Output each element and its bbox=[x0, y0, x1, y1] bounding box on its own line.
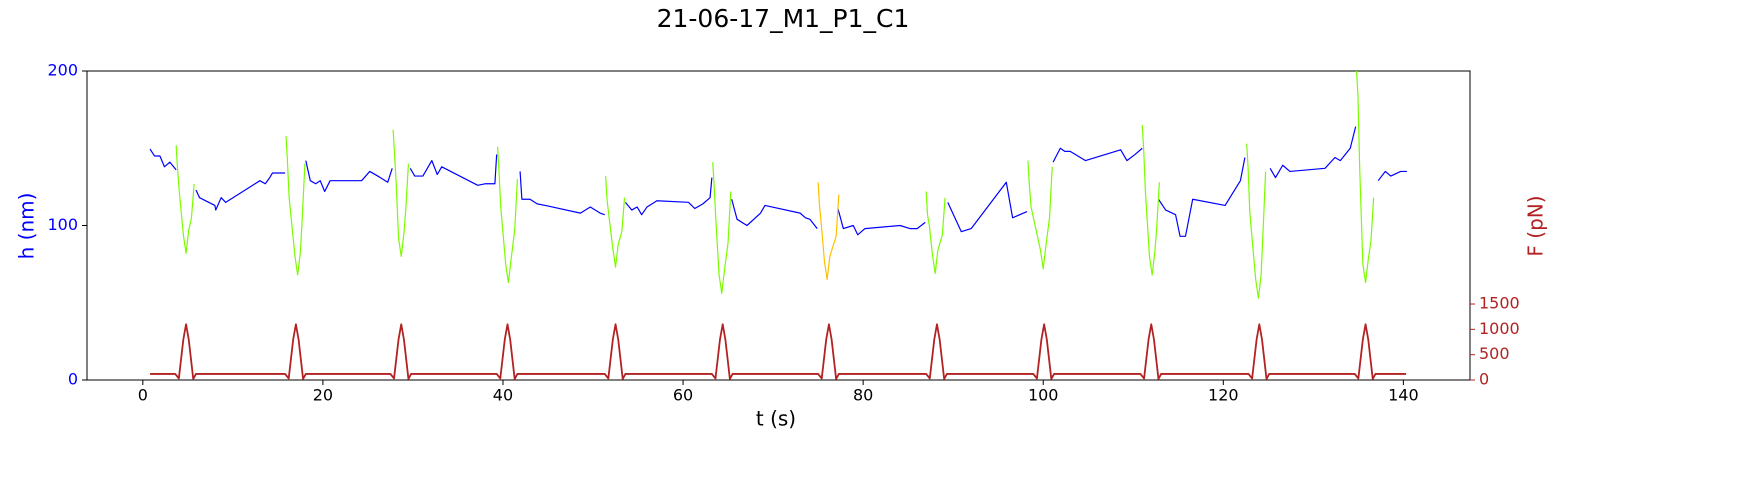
x-tick-label: 40 bbox=[493, 386, 513, 405]
x-tick-label: 20 bbox=[313, 386, 333, 405]
series-line bbox=[149, 126, 1407, 237]
x-tick-label: 60 bbox=[673, 386, 693, 405]
series-line bbox=[817, 182, 840, 281]
x-tick-label: 0 bbox=[138, 386, 148, 405]
y-tick-label: 0 bbox=[68, 370, 78, 389]
y2-axis-label: F (pN) bbox=[1524, 195, 1548, 256]
y-axis-label: h (nm) bbox=[15, 193, 39, 260]
x-tick-label: 80 bbox=[853, 386, 873, 405]
y2-tick-label: 1000 bbox=[1479, 319, 1520, 338]
y2-tick-label: 0 bbox=[1479, 370, 1489, 389]
x-tick-label: 140 bbox=[1388, 386, 1419, 405]
y-tick-label: 100 bbox=[47, 215, 78, 234]
y-tick-label: 200 bbox=[47, 61, 78, 80]
x-axis-label: t (s) bbox=[756, 407, 796, 431]
y2-tick-label: 1500 bbox=[1479, 294, 1520, 313]
series-line bbox=[150, 323, 1407, 380]
y2-tick-label: 500 bbox=[1479, 344, 1510, 363]
x-tick-label: 120 bbox=[1208, 386, 1239, 405]
x-tick-label: 100 bbox=[1028, 386, 1059, 405]
chart-title: 21-06-17_M1_P1_C1 bbox=[657, 4, 910, 33]
series-line bbox=[175, 70, 1375, 299]
